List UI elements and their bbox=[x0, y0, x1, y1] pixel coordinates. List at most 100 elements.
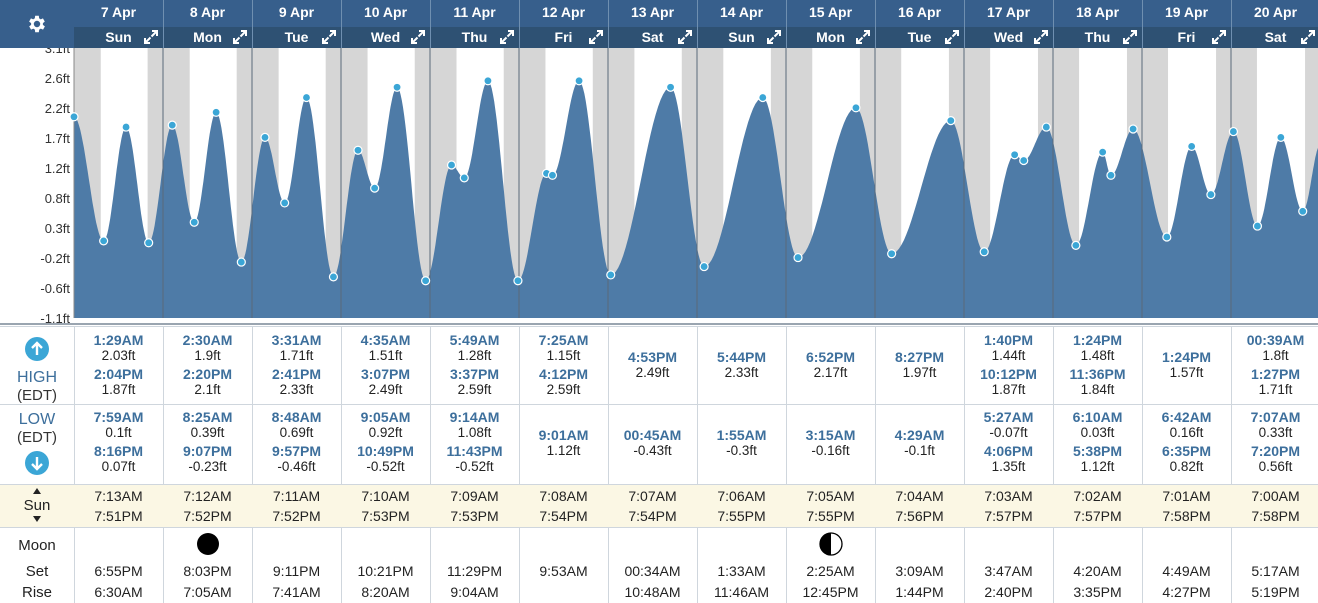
sunset-time: 7:56PM bbox=[895, 508, 944, 524]
day-date: 10 Apr bbox=[363, 4, 408, 20]
expand-arrows-icon[interactable] bbox=[321, 29, 337, 45]
expand-arrows-icon[interactable] bbox=[588, 29, 604, 45]
high-tide-time: 1:24PM bbox=[1161, 349, 1212, 365]
day-date: 17 Apr bbox=[986, 4, 1031, 20]
day-date: 16 Apr bbox=[897, 4, 942, 20]
expand-arrows-icon[interactable] bbox=[944, 29, 960, 45]
low-tide-cell: 4:29AM -0.1ft bbox=[875, 428, 964, 459]
expand-arrows-icon[interactable] bbox=[855, 29, 871, 45]
moonrise-time: 12:45PM bbox=[802, 584, 859, 600]
sunrise-time: 7:08AM bbox=[539, 488, 588, 504]
high-tz: (EDT) bbox=[17, 387, 57, 404]
moon-times-cell: 4:20AM 3:35PM bbox=[1053, 561, 1142, 603]
y-tick-label: -1.1ft bbox=[40, 311, 70, 325]
low-tide-cell: 7:07AM 0.33ft 7:20PM 0.56ft bbox=[1231, 410, 1318, 475]
table-column-divider bbox=[519, 326, 520, 603]
low-tide-time: 11:43PM bbox=[446, 443, 503, 459]
expand-arrows-icon[interactable] bbox=[677, 29, 693, 45]
low-tide-height: 0.03ft bbox=[1080, 425, 1115, 440]
tide-extreme-marker bbox=[606, 270, 616, 280]
low-tide-time: 9:14AM bbox=[449, 409, 500, 425]
high-tide-time: 1:27PM bbox=[1250, 366, 1301, 382]
day-column-header: 20 Apr Sat bbox=[1231, 0, 1318, 48]
high-tide-time: 2:20PM bbox=[182, 366, 233, 382]
moon-times-cell: 3:09AM 1:44PM bbox=[875, 561, 964, 603]
moonset-time: 10:21PM bbox=[357, 563, 414, 579]
sun-times-cell: 7:11AM 7:52PM bbox=[252, 486, 341, 526]
high-tide-time: 2:04PM bbox=[93, 366, 144, 382]
sun-times-cell: 7:01AM 7:58PM bbox=[1142, 486, 1231, 526]
expand-arrows-icon[interactable] bbox=[766, 29, 782, 45]
tide-extreme-marker bbox=[370, 183, 380, 193]
expand-arrows-icon[interactable] bbox=[1300, 29, 1316, 45]
tide-extreme-marker bbox=[144, 238, 154, 248]
high-tide-cell: 7:25AM 1.15ft 4:12PM 2.59ft bbox=[519, 333, 608, 398]
high-tide-time: 8:27PM bbox=[894, 349, 945, 365]
tide-extreme-marker bbox=[1098, 147, 1108, 157]
table-column-divider bbox=[252, 326, 253, 603]
header-divider bbox=[430, 0, 431, 48]
tide-extreme-marker bbox=[1010, 150, 1020, 160]
expand-arrows-icon[interactable] bbox=[143, 29, 159, 45]
high-tide-time: 3:31AM bbox=[271, 332, 322, 348]
day-date: 8 Apr bbox=[189, 4, 226, 20]
high-tide-height: 1.87ft bbox=[991, 382, 1026, 397]
header-divider bbox=[1231, 0, 1232, 48]
tide-chart: -1.1ft -0.6ft -0.2ft 0.3ft 0.8ft 1.2ft 1.7ft 2.… bbox=[0, 48, 1318, 325]
expand-arrows-icon[interactable] bbox=[1211, 29, 1227, 45]
expand-arrows-icon[interactable] bbox=[232, 29, 248, 45]
tide-extreme-marker bbox=[167, 120, 177, 130]
sunset-time: 7:57PM bbox=[984, 508, 1033, 524]
high-tide-height: 1.9ft bbox=[194, 348, 221, 363]
expand-arrows-icon[interactable] bbox=[1033, 29, 1049, 45]
day-of-week: Mon bbox=[163, 27, 252, 48]
high-tide-height: 2.49ft bbox=[635, 365, 670, 380]
low-tide-cell: 1:55AM -0.3ft bbox=[697, 428, 786, 459]
moon-times-cell: 8:03PM 7:05AM bbox=[163, 561, 252, 603]
moon-times-cell: 9:53AM bbox=[519, 561, 608, 582]
day-column-header: 10 Apr Wed bbox=[341, 0, 430, 48]
tide-extreme-marker bbox=[793, 252, 803, 263]
high-tide-height: 1.57ft bbox=[1169, 365, 1204, 380]
moonrise-time: 5:19PM bbox=[1251, 584, 1300, 600]
low-tide-time: 5:38PM bbox=[1072, 443, 1123, 459]
day-date: 13 Apr bbox=[630, 4, 675, 20]
tide-extreme-marker bbox=[211, 107, 221, 117]
high-tide-height: 2.49ft bbox=[368, 382, 403, 397]
tide-extreme-marker bbox=[513, 276, 523, 286]
tide-extreme-marker bbox=[851, 103, 861, 113]
moonset-time: 9:11PM bbox=[272, 563, 321, 579]
low-tide-height: -0.3ft bbox=[726, 443, 757, 458]
expand-arrows-icon[interactable] bbox=[410, 29, 426, 45]
sunrise-time: 7:13AM bbox=[94, 488, 143, 504]
expand-arrows-icon[interactable] bbox=[1122, 29, 1138, 45]
sun-times-cell: 7:05AM 7:55PM bbox=[786, 486, 875, 526]
moonrise-time: 7:41AM bbox=[272, 584, 321, 600]
expand-arrows-icon[interactable] bbox=[499, 29, 515, 45]
sun-times-cell: 7:10AM 7:53PM bbox=[341, 486, 430, 526]
settings-button[interactable] bbox=[0, 0, 74, 48]
high-tide-height: 1.87ft bbox=[101, 382, 136, 397]
high-tide-time: 4:35AM bbox=[360, 332, 411, 348]
table-column-divider bbox=[1142, 326, 1143, 603]
table-column-divider bbox=[875, 326, 876, 603]
day-column-header: 9 Apr Tue bbox=[252, 0, 341, 48]
low-tide-height: 1.35ft bbox=[991, 459, 1026, 474]
low-tide-height: 0.1ft bbox=[105, 425, 132, 440]
high-label: HIGH bbox=[17, 369, 57, 386]
gear-icon bbox=[29, 15, 45, 33]
sunset-time: 7:55PM bbox=[806, 508, 855, 524]
moonrise-time: 8:20AM bbox=[361, 584, 410, 600]
day-column-header: 18 Apr Thu bbox=[1053, 0, 1142, 48]
table-column-divider bbox=[697, 326, 698, 603]
high-tide-time: 3:37PM bbox=[449, 366, 500, 382]
header-divider bbox=[519, 0, 520, 48]
tide-extreme-marker bbox=[758, 92, 768, 103]
day-column-header: 19 Apr Fri bbox=[1142, 0, 1231, 48]
sunset-time: 7:58PM bbox=[1251, 508, 1300, 524]
high-tide-height: 1.71ft bbox=[1258, 382, 1293, 397]
high-tide-height: 2.33ft bbox=[279, 382, 314, 397]
moon-times-cell: 5:17AM 5:19PM bbox=[1231, 561, 1318, 603]
high-tide-height: 1.28ft bbox=[457, 348, 492, 363]
tide-extreme-marker bbox=[547, 170, 558, 180]
